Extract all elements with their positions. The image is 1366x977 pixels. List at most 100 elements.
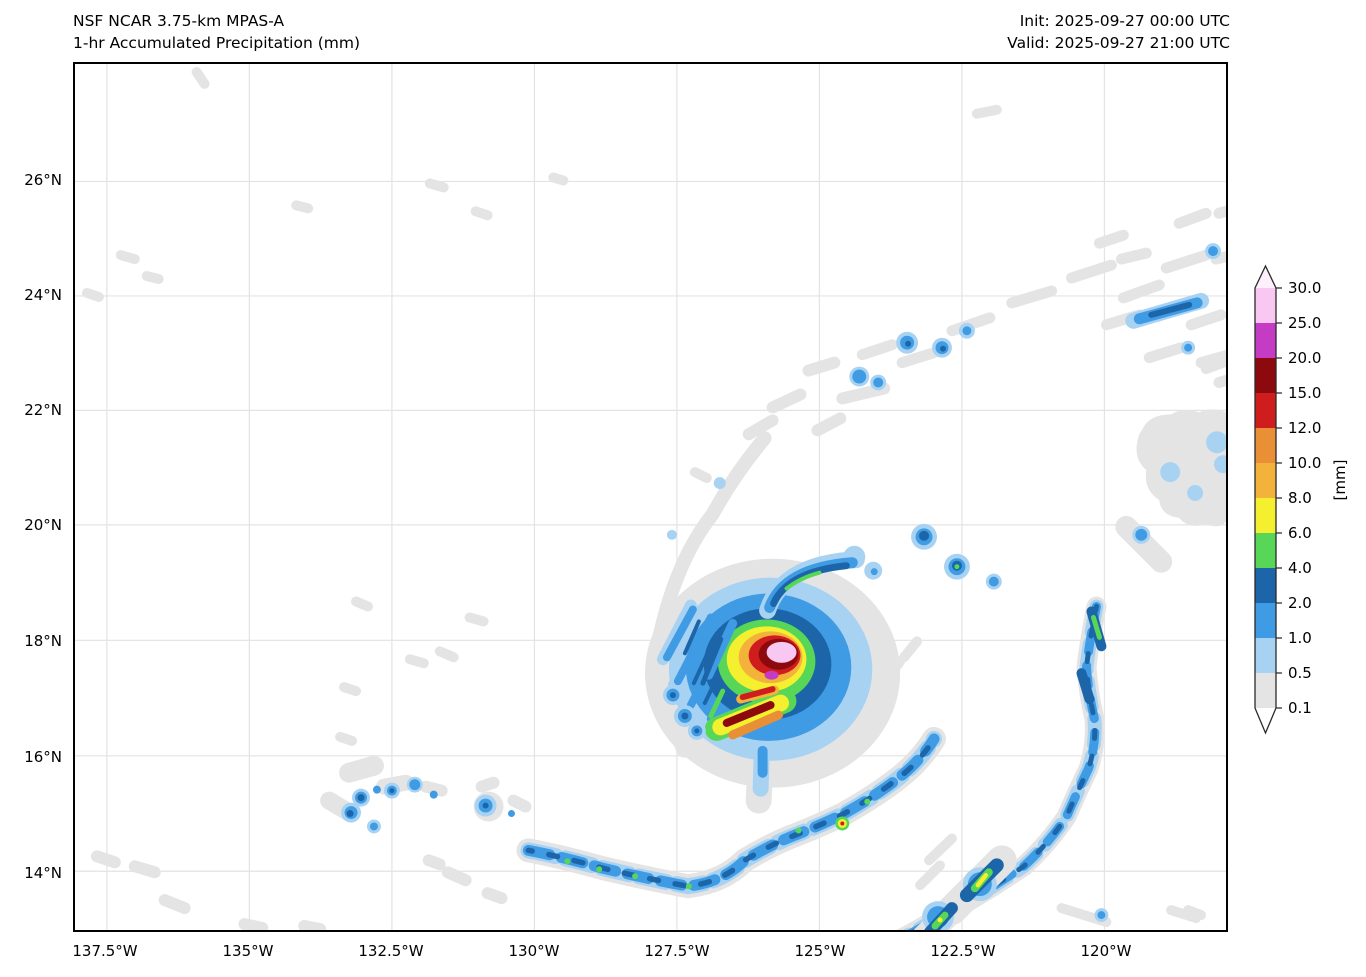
colorbar-segment <box>1255 533 1276 568</box>
colorbar-segment <box>1255 323 1276 358</box>
colorbar-over-arrow <box>1255 266 1276 288</box>
colorbar-segment <box>1255 603 1276 638</box>
y-tick-label: 14°N <box>24 864 62 882</box>
east-band-green-streak <box>1090 614 1102 640</box>
arc-band <box>650 431 772 651</box>
west-cluster-gray4 <box>419 776 532 813</box>
x-tick-label: 137.5°W <box>72 942 138 960</box>
colorbar-tick-label: 12.0 <box>1288 419 1322 437</box>
colorbar-ticks <box>1276 287 1282 709</box>
west-showers-cluster <box>320 755 532 834</box>
tropical-cyclone <box>645 551 901 814</box>
colorbar-segment <box>1255 393 1276 428</box>
init-time: Init: 2025-09-27 00:00 UTC <box>1019 12 1230 30</box>
x-tick-label: 120°W <box>1080 942 1132 960</box>
x-tick-label: 122.5°W <box>930 942 996 960</box>
meridian-gridlines <box>106 64 1106 930</box>
colorbar-tick-label: 4.0 <box>1288 559 1312 577</box>
x-tick-label: 125°W <box>794 942 846 960</box>
colorbar-tick-label: 0.5 <box>1288 664 1312 682</box>
y-tick-label: 24°N <box>24 286 62 304</box>
x-tick-label: 132.5°W <box>358 942 424 960</box>
cyclone-inner-red-streak <box>739 686 776 701</box>
precip-field-svg <box>75 64 1226 930</box>
cyclone-sw-cell-cores <box>669 692 700 734</box>
eastern-spiral-band <box>896 596 1109 930</box>
stratiform-tail <box>1115 515 1173 573</box>
colorbar-segment <box>1255 288 1276 323</box>
southern-spiral-band <box>516 726 946 899</box>
cyclone-sband-orange <box>728 710 784 740</box>
colorbar-tick-label: 30.0 <box>1288 279 1322 297</box>
speckles-southeast <box>879 636 1207 928</box>
parallel-gridlines <box>75 180 1226 872</box>
arc-lightblue-spots <box>666 477 726 540</box>
graticule <box>75 64 1226 930</box>
colorbar <box>1254 264 1282 735</box>
cyclone-sband-darkred <box>722 701 775 727</box>
colorbar-segment <box>1255 428 1276 463</box>
colorbar-tick-label: 15.0 <box>1288 384 1322 402</box>
northern-outer-band <box>896 243 1222 358</box>
colorbar-segment <box>1255 568 1276 603</box>
cyclone-sw-cell-blue <box>666 688 703 737</box>
map-plot-area <box>73 62 1228 932</box>
x-tick-label: 135°W <box>222 942 274 960</box>
colorbar-tick-label: 2.0 <box>1288 594 1312 612</box>
y-tick-label: 16°N <box>24 748 62 766</box>
cyclone-magenta-spot <box>764 670 779 680</box>
model-title: NSF NCAR 3.75-km MPAS-A <box>73 12 285 30</box>
speckles-southwest <box>90 850 508 930</box>
colorbar-segment <box>1255 673 1276 708</box>
cyclone-hook-dark <box>770 562 850 607</box>
y-tick-label: 18°N <box>24 632 62 650</box>
colorbar-tick-label: 20.0 <box>1288 349 1322 367</box>
gray-speckles <box>81 66 1226 930</box>
arc-ne-blue-cells <box>852 369 884 388</box>
outer-band-streak-core <box>1148 301 1193 318</box>
plot-title: NSF NCAR 3.75-km MPAS-A 1-hr Accumulated… <box>73 10 360 54</box>
far-right-stratiform <box>1115 409 1226 573</box>
east-cluster-yellow-dot <box>937 917 943 923</box>
colorbar-tick-label: 8.0 <box>1288 489 1312 507</box>
arc-flank-patches <box>742 356 891 441</box>
colorbar-tick-label: 1.0 <box>1288 629 1312 647</box>
colorbar-segment <box>1255 638 1276 673</box>
speckles-west <box>81 66 1002 746</box>
cyclone-green-streak <box>708 688 726 719</box>
ne-cells-green-core <box>954 564 960 570</box>
cyclone-hook-green <box>784 570 822 591</box>
x-tick-label: 130°W <box>508 942 560 960</box>
speckles-northeast <box>856 205 1226 389</box>
cyclone-nw-break-dark <box>700 636 724 686</box>
colorbar-tick-label: 10.0 <box>1288 454 1322 472</box>
stratiform-blue-spot <box>1135 528 1148 541</box>
y-tick-label: 22°N <box>24 401 62 419</box>
colorbar-tick-label: 6.0 <box>1288 524 1312 542</box>
east-cluster-yellow-streak <box>975 873 989 888</box>
cyclone-gray-sw-finger <box>661 704 694 758</box>
south-band-strong-cell-red <box>840 821 845 826</box>
west-cluster-blue <box>344 779 515 831</box>
cyclone-blue-fingers <box>662 605 745 723</box>
colorbar-under-arrow <box>1255 708 1276 733</box>
valid-time: Valid: 2025-09-27 21:00 UTC <box>1007 34 1230 52</box>
x-tick-label: 127.5°W <box>644 942 710 960</box>
cyclone-nw-break-blue <box>704 618 738 680</box>
colorbar-unit-label: [mm] <box>1331 459 1349 501</box>
colorbar-tick-label: 25.0 <box>1288 314 1322 332</box>
colorbar-segment <box>1255 498 1276 533</box>
cells-ne-of-cyclone <box>843 523 1002 590</box>
colorbar-segment <box>1255 358 1276 393</box>
y-tick-label: 20°N <box>24 516 62 534</box>
colorbar-segment <box>1255 463 1276 498</box>
y-tick-label: 26°N <box>24 171 62 189</box>
product-title: 1-hr Accumulated Precipitation (mm) <box>73 34 360 52</box>
west-cluster-gray1 <box>339 755 384 783</box>
ne-cells-blue <box>850 528 999 587</box>
stratiform-blob <box>1136 409 1226 527</box>
run-times: Init: 2025-09-27 00:00 UTC Valid: 2025-0… <box>1007 10 1230 54</box>
cyclone-pink-core <box>766 641 797 663</box>
outer-band-dark-dots <box>905 340 946 352</box>
